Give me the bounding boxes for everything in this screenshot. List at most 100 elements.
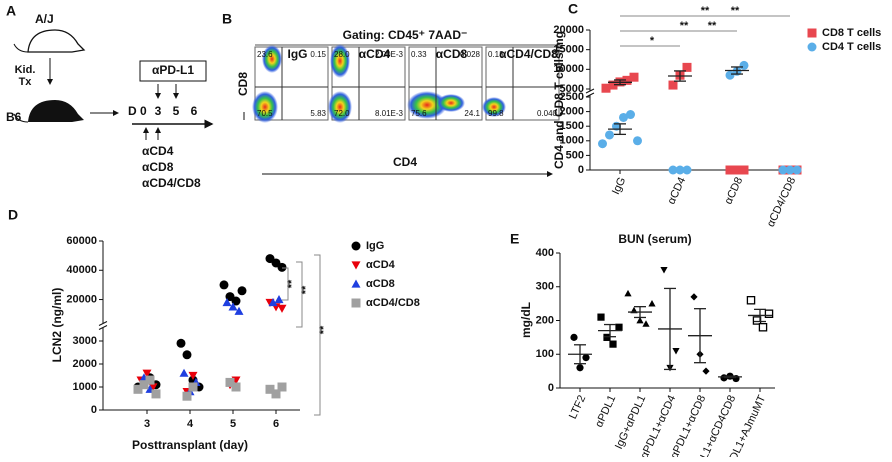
data-point: [605, 130, 614, 140]
y-tick-label: 0: [91, 404, 97, 416]
data-point: [231, 382, 241, 392]
data-point: [570, 333, 578, 341]
y-tick-label: 60000: [66, 235, 97, 247]
data-point: [188, 382, 198, 392]
data-point: [725, 70, 735, 80]
data-point: [277, 262, 287, 272]
data-point: [672, 347, 680, 355]
y-tick-label: 2000: [73, 358, 97, 370]
depletion-label: αCD4/CD8: [142, 176, 201, 190]
panel-letter: E: [510, 231, 519, 247]
plot-title: IgG: [288, 47, 308, 61]
donor-label: A/J: [35, 12, 54, 26]
data-point: [576, 364, 584, 372]
y-tick-label: 0: [578, 164, 584, 176]
y-tick-label: 40000: [66, 264, 97, 276]
y-tick-label: 1500: [560, 120, 584, 132]
depletion-label: αCD8: [142, 160, 174, 174]
x-axis-label: Posttransplant (day): [132, 438, 248, 452]
y-tick-label: 2500: [560, 91, 584, 103]
mean-error-bar: [668, 70, 692, 82]
plot-title: αCD4/CD8: [499, 47, 558, 61]
recipient-label: B6: [6, 110, 22, 124]
data-point: [725, 165, 735, 175]
legend-marker: [351, 261, 361, 270]
data-point: [231, 296, 241, 306]
data-point: [615, 323, 623, 331]
y-tick-label: 3000: [73, 335, 97, 347]
axis-break: [98, 325, 108, 330]
axis-break: [585, 92, 595, 98]
legend-marker: [807, 28, 817, 38]
quadrant-value: 2.00E-3: [375, 50, 404, 59]
data-point: [626, 110, 635, 120]
y-tick-label: 1000: [560, 135, 584, 147]
data-point: [228, 302, 238, 311]
x-tick-label: αCD8: [722, 175, 745, 206]
legend-label: CD4 T cells: [822, 41, 881, 53]
quadrant-value: 5.83: [310, 109, 326, 118]
x-tick-label: αCD4: [665, 175, 688, 206]
data-point: [133, 384, 143, 394]
data-point: [176, 338, 186, 348]
data-point: [668, 80, 678, 90]
axis-label: CD8: [236, 72, 250, 96]
data-point: [148, 383, 158, 392]
quadrant-value: 8.01E-3: [375, 109, 404, 118]
y-tick-label: 300: [536, 281, 554, 293]
quadrant-value: 24.1: [464, 109, 480, 118]
x-tick-label: 6: [273, 418, 279, 430]
mean-error-bar: [568, 344, 592, 365]
significance-mark: *: [650, 35, 655, 47]
y-tick-label: 10000: [553, 63, 584, 75]
data-point: [151, 389, 161, 399]
quadrant-value: 70.5: [257, 109, 273, 118]
panel-letter: A: [6, 3, 16, 19]
timeline-label: 3: [155, 104, 162, 118]
quadrant-value: 0.33: [411, 50, 427, 59]
x-tick-label: IgG: [610, 175, 628, 196]
legend-label: CD8 T cells: [822, 27, 881, 39]
quadrant-value: 0.13: [488, 50, 504, 59]
quadrant-value: 28.0: [334, 50, 350, 59]
significance-mark: **: [286, 279, 298, 288]
treatment-box: [139, 60, 207, 82]
x-tick-label: αPDL1: [593, 393, 618, 429]
quadrant-value: 0: [553, 50, 558, 59]
data-point: [603, 333, 611, 341]
data-point: [746, 295, 756, 305]
data-point: [597, 313, 605, 321]
y-tick-label: 500: [566, 149, 584, 161]
data-point: [739, 60, 749, 70]
y-tick-label: 2000: [560, 106, 584, 118]
data-point: [179, 368, 189, 377]
data-point: [188, 371, 198, 380]
x-tick-label: LTF2: [567, 393, 588, 421]
data-point: [222, 297, 232, 307]
legend-label: αCD8: [366, 278, 395, 290]
data-point: [732, 165, 742, 175]
data-point: [182, 391, 192, 401]
cell-density: [437, 94, 465, 112]
data-point: [778, 165, 788, 175]
x-tick-label: 4: [187, 418, 194, 430]
mean-error-bar: [608, 79, 632, 86]
transplant-label: Tx: [19, 76, 33, 88]
legend-marker: [351, 279, 361, 288]
data-point: [219, 280, 229, 290]
axis-break: [585, 88, 595, 94]
data-point: [609, 340, 617, 348]
treatment-label: αPD-L1: [152, 63, 194, 77]
significance-mark: **: [731, 5, 740, 17]
quadrant-value: 75.6: [411, 109, 427, 118]
legend-marker: [807, 42, 817, 52]
data-point: [225, 377, 235, 387]
quadrant-value: 72.0: [334, 109, 350, 118]
data-point: [622, 75, 632, 85]
x-tick-label: αCD4/CD8: [765, 175, 798, 229]
mean-error-bar: [725, 66, 749, 75]
legend-marker: [351, 298, 361, 308]
y-tick-label: 0: [548, 382, 554, 394]
y-tick-label: 15000: [553, 44, 584, 56]
data-point: [271, 389, 281, 399]
